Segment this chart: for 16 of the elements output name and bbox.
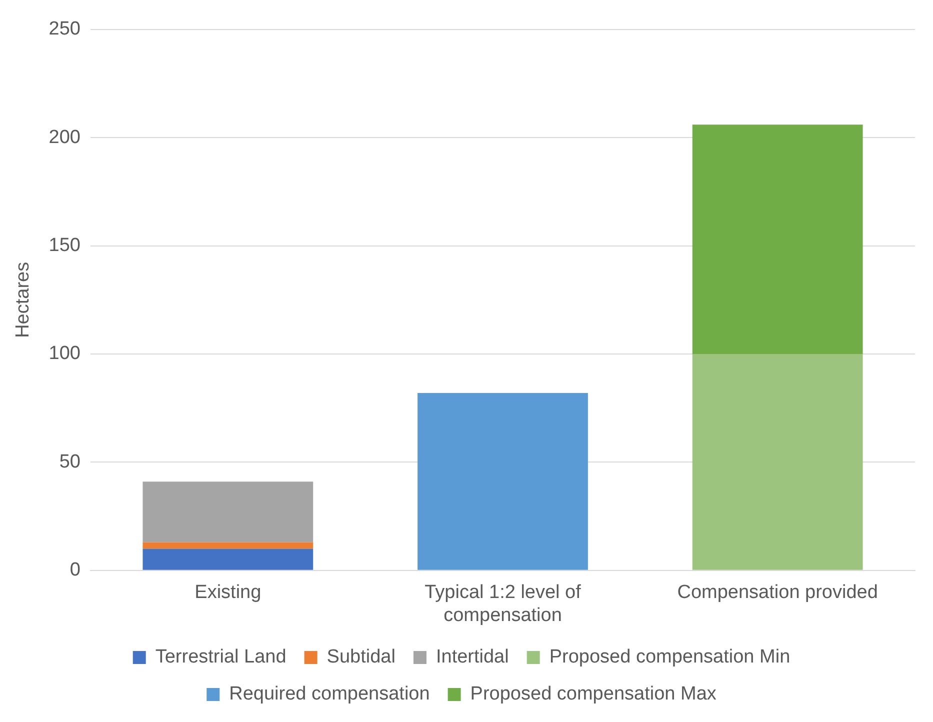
x-tick-label: Compensation provided xyxy=(677,582,878,604)
legend-label: Required compensation xyxy=(229,684,430,705)
y-tick-label: 150 xyxy=(48,235,80,256)
y-axis-title: Hectares xyxy=(12,262,34,338)
y-tick-label: 200 xyxy=(48,126,80,148)
y-tick-label: 0 xyxy=(70,560,80,581)
y-tick-label: 100 xyxy=(48,343,80,364)
x-tick-label: Existing xyxy=(194,582,262,604)
legend-label: Intertidal xyxy=(436,646,509,668)
y-tick-label: 250 xyxy=(48,18,80,40)
legend-label: Subtidal xyxy=(326,646,396,668)
legend-label: Proposed compensation Min xyxy=(549,646,790,668)
x-tick-label: Typical 1:2 level of compensation xyxy=(424,582,582,626)
legend-label: Terrestrial Land xyxy=(155,646,286,668)
y-tick-label: 50 xyxy=(59,451,80,472)
legend-label: Proposed compensation Max xyxy=(470,684,717,705)
